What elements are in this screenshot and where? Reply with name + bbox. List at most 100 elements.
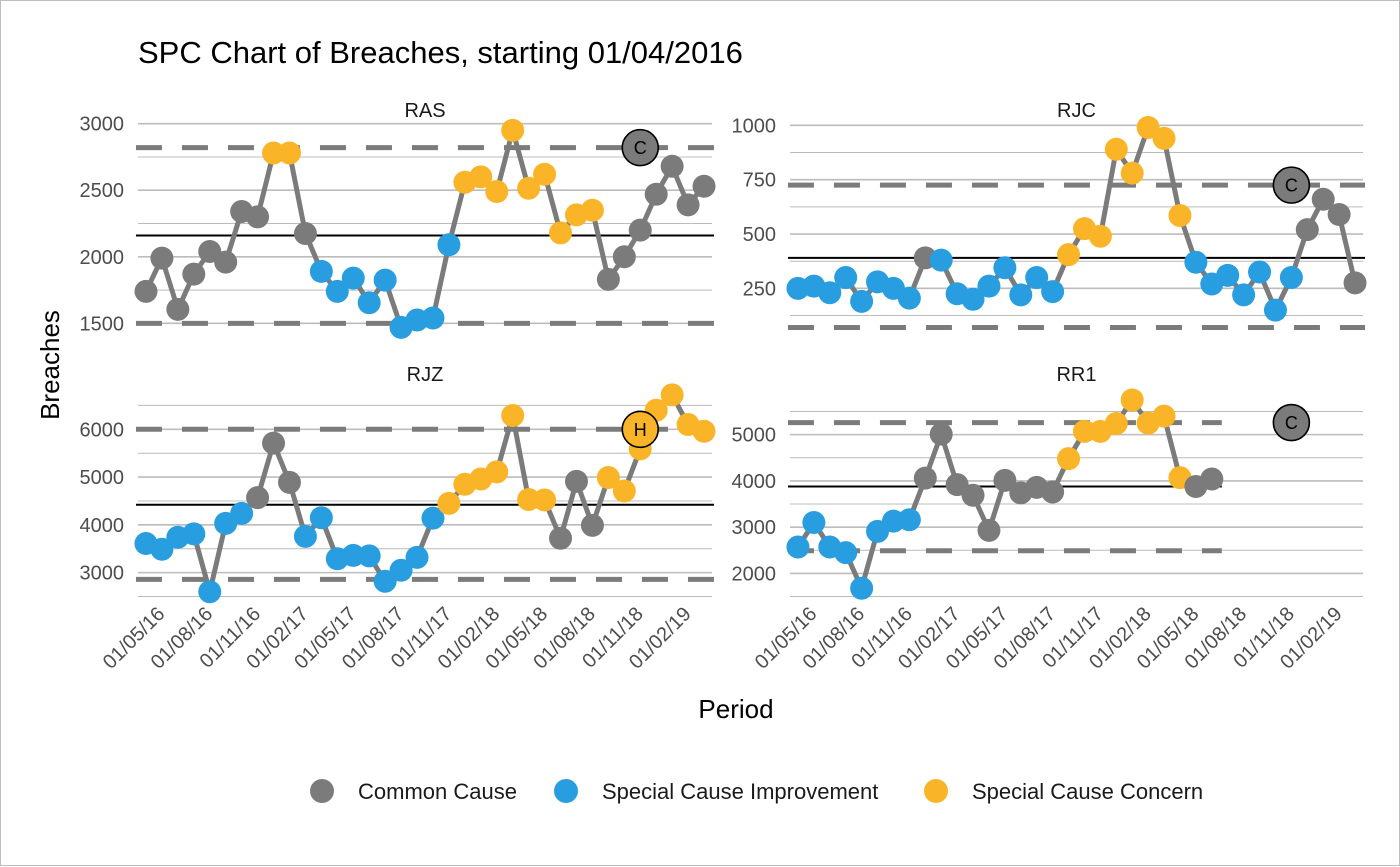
assurance-badge-label: H — [634, 420, 647, 440]
data-point — [485, 460, 509, 484]
y-tick-label: 3000 — [732, 517, 777, 539]
panel-strip-label: RJC — [1057, 100, 1096, 122]
x-axis-title: Period — [698, 694, 773, 724]
data-point — [1184, 250, 1208, 274]
data-point — [373, 268, 397, 292]
data-point — [309, 259, 333, 283]
assurance-badge-icon — [1272, 403, 1311, 442]
y-tick-label: 250 — [743, 278, 776, 300]
y-tick-label: 2500 — [80, 180, 125, 202]
legend-item-special-cause-concern: Special Cause Concern — [924, 779, 1203, 804]
data-point — [549, 221, 573, 245]
data-point — [198, 580, 222, 604]
data-point — [993, 256, 1017, 280]
data-point — [676, 193, 700, 217]
legend: Common Cause Special Cause Improvement Spe… — [310, 779, 1203, 804]
assurance-badge-label: C — [634, 138, 647, 158]
data-point — [993, 468, 1017, 492]
legend-item-common-cause: Common Cause — [310, 779, 517, 804]
chart-title: SPC Chart of Breaches, starting 01/04/20… — [138, 35, 743, 70]
data-point — [961, 287, 985, 311]
data-point — [834, 541, 858, 565]
assurance-badge-icon — [1272, 166, 1311, 204]
data-point — [1025, 265, 1049, 289]
data-point — [1104, 412, 1128, 436]
data-point — [1232, 283, 1256, 307]
data-point — [389, 558, 413, 582]
data-point — [850, 576, 874, 600]
y-tick-label: 1500 — [80, 313, 125, 335]
data-point — [1088, 224, 1112, 248]
data-point — [1327, 202, 1351, 226]
data-point — [929, 422, 953, 446]
data-point — [214, 250, 238, 274]
data-point — [1104, 137, 1128, 161]
data-point — [293, 221, 317, 245]
data-point — [929, 248, 953, 272]
legend-swatch-icon — [310, 779, 334, 803]
data-point — [517, 176, 541, 200]
data-point — [1009, 283, 1033, 307]
y-tick-label: 500 — [743, 224, 776, 246]
data-point — [325, 279, 349, 303]
y-axis-title: Breaches — [35, 310, 65, 420]
y-tick-label: 750 — [743, 170, 776, 192]
legend-label: Special Cause Concern — [972, 779, 1203, 804]
legend-label: Special Cause Improvement — [602, 779, 878, 804]
data-point — [182, 522, 206, 546]
data-point — [1072, 419, 1096, 443]
data-point — [501, 118, 525, 142]
data-point — [341, 266, 365, 290]
data-point — [564, 469, 588, 493]
data-point — [913, 466, 937, 490]
data-point — [277, 470, 301, 494]
data-point — [1152, 404, 1176, 428]
data-point — [1041, 280, 1065, 304]
data-point — [977, 518, 1001, 542]
data-point — [612, 245, 636, 269]
data-point — [246, 205, 270, 229]
data-point — [1311, 187, 1335, 211]
data-point — [262, 141, 286, 165]
y-tick-label: 5000 — [80, 467, 125, 489]
data-point — [533, 162, 557, 186]
data-point — [850, 289, 874, 313]
data-point — [1057, 447, 1081, 471]
data-point — [246, 486, 270, 510]
data-point — [150, 246, 174, 270]
assurance-badge-label: C — [1285, 413, 1298, 433]
data-point — [549, 526, 573, 550]
data-point — [421, 306, 445, 330]
y-tick-label: 4000 — [80, 515, 125, 537]
data-point — [692, 174, 716, 198]
data-point — [596, 267, 620, 291]
data-point — [1120, 388, 1144, 412]
data-point — [1041, 480, 1065, 504]
panel-strip-label: RR1 — [1056, 364, 1096, 386]
data-point — [1343, 271, 1367, 295]
data-point — [1200, 467, 1224, 491]
panel-strip-label: RAS — [404, 100, 445, 122]
data-point — [182, 262, 206, 286]
data-point — [1152, 126, 1176, 150]
data-point — [818, 281, 842, 305]
data-point — [1263, 298, 1287, 322]
data-point — [437, 491, 461, 515]
data-point — [786, 535, 810, 559]
panel-ras: RAS 1500 2000 2500 3000 C — [80, 100, 716, 339]
data-point — [1057, 243, 1081, 267]
y-tick-label: 3000 — [80, 114, 125, 136]
data-point — [1279, 265, 1303, 289]
data-point — [802, 511, 826, 535]
data-point — [897, 508, 921, 532]
data-point — [1168, 204, 1192, 228]
data-point — [580, 198, 604, 222]
data-point — [1216, 263, 1240, 287]
data-point — [1120, 161, 1144, 185]
data-point — [421, 506, 445, 530]
legend-swatch-icon — [554, 779, 578, 803]
data-point — [501, 403, 525, 427]
legend-swatch-icon — [924, 779, 948, 803]
